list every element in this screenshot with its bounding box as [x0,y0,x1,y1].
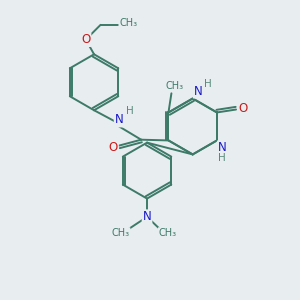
Text: CH₃: CH₃ [119,18,138,28]
Text: CH₃: CH₃ [165,81,183,91]
Text: N: N [115,113,124,127]
Text: O: O [81,33,90,46]
Text: CH₃: CH₃ [159,228,177,238]
Text: H: H [204,79,212,89]
Text: H: H [126,106,134,116]
Text: O: O [238,102,247,115]
Text: N: N [194,85,202,98]
Text: N: N [143,210,152,223]
Text: N: N [218,141,226,154]
Text: H: H [218,153,226,163]
Text: O: O [109,141,118,154]
Text: CH₃: CH₃ [112,228,130,238]
